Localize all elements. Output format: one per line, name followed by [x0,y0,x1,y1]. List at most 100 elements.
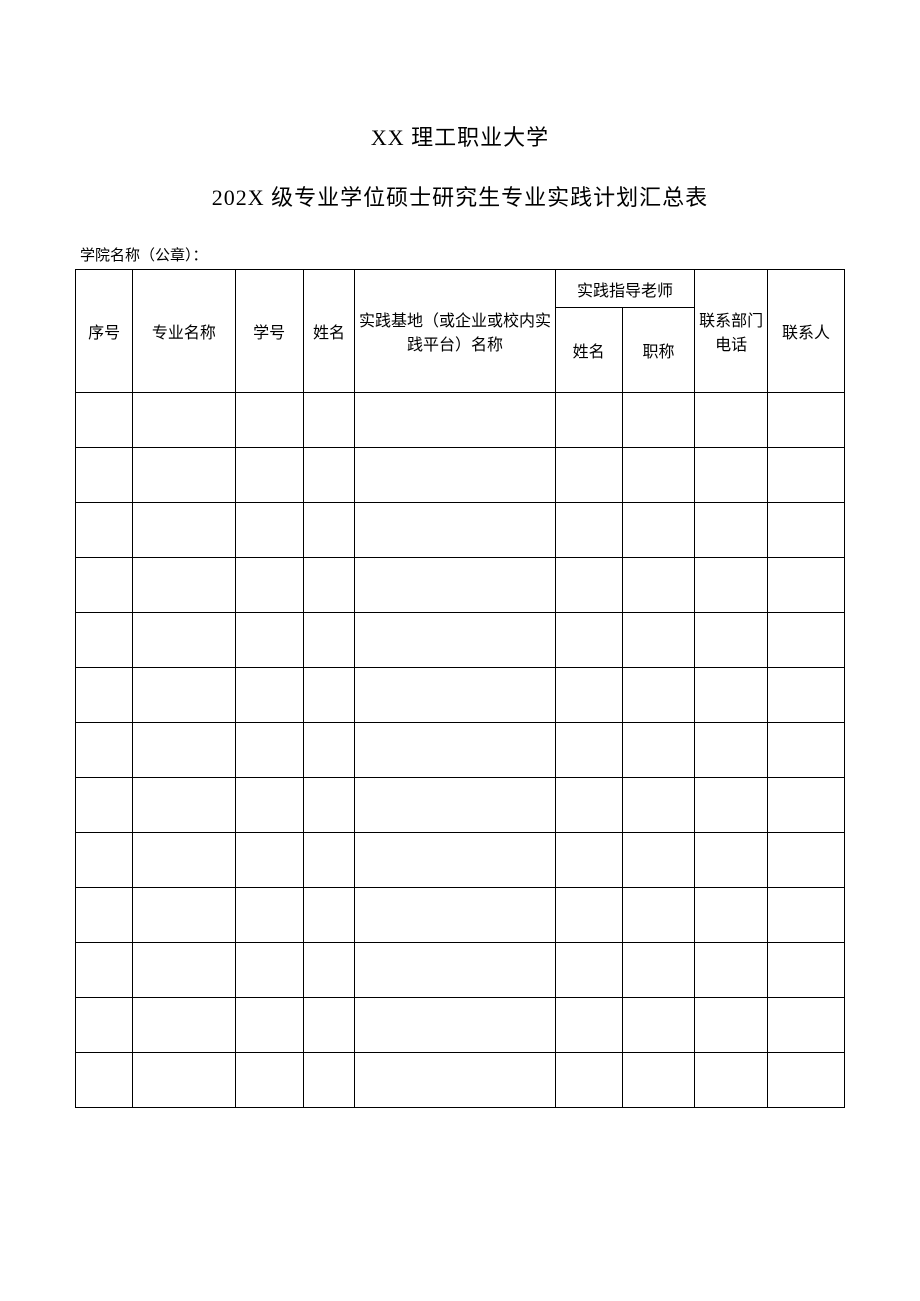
title-line-2: 202X 级专业学位硕士研究生专业实践计划汇总表 [75,180,845,212]
cell-name [303,1053,355,1108]
cell-phone [695,668,768,723]
cell-phone [695,998,768,1053]
cell-major [133,943,235,998]
cell-seq [76,723,133,778]
cell-phone [695,888,768,943]
cell-base [355,613,555,668]
cell-seq [76,998,133,1053]
cell-tname [555,888,622,943]
cell-base [355,1053,555,1108]
cell-sid [235,503,303,558]
cell-sid [235,943,303,998]
cell-name [303,503,355,558]
cell-contact [767,943,844,998]
cell-sid [235,833,303,888]
cell-contact [767,723,844,778]
cell-ttitle [622,723,695,778]
cell-ttitle [622,668,695,723]
cell-tname [555,943,622,998]
cell-seq [76,943,133,998]
cell-name [303,668,355,723]
cell-name [303,998,355,1053]
cell-base [355,503,555,558]
header-seq: 序号 [76,270,133,393]
cell-tname [555,503,622,558]
cell-base [355,558,555,613]
cell-base [355,998,555,1053]
cell-sid [235,998,303,1053]
cell-tname [555,393,622,448]
cell-contact [767,503,844,558]
cell-phone [695,558,768,613]
cell-name [303,723,355,778]
cell-ttitle [622,778,695,833]
table-row [76,778,845,833]
cell-seq [76,778,133,833]
cell-base [355,888,555,943]
institution-label: 学院名称（公章）： [75,244,845,265]
cell-ttitle [622,943,695,998]
table-row [76,888,845,943]
cell-tname [555,778,622,833]
cell-base [355,943,555,998]
cell-sid [235,668,303,723]
cell-sid [235,1053,303,1108]
table-row [76,723,845,778]
cell-sid [235,778,303,833]
header-teacher-title: 职称 [622,308,695,393]
table-row [76,943,845,998]
cell-ttitle [622,613,695,668]
cell-ttitle [622,558,695,613]
cell-sid [235,448,303,503]
header-teacher-group: 实践指导老师 [555,270,695,308]
table-row [76,393,845,448]
cell-contact [767,1053,844,1108]
cell-phone [695,778,768,833]
cell-contact [767,448,844,503]
cell-name [303,778,355,833]
cell-contact [767,613,844,668]
cell-contact [767,558,844,613]
cell-contact [767,833,844,888]
cell-ttitle [622,888,695,943]
header-base: 实践基地（或企业或校内实践平台）名称 [355,270,555,393]
cell-name [303,393,355,448]
cell-name [303,613,355,668]
cell-major [133,668,235,723]
cell-seq [76,393,133,448]
cell-tname [555,833,622,888]
cell-ttitle [622,503,695,558]
document-page: XX 理工职业大学 202X 级专业学位硕士研究生专业实践计划汇总表 学院名称（… [0,0,920,1108]
cell-tname [555,558,622,613]
cell-name [303,448,355,503]
cell-name [303,888,355,943]
cell-ttitle [622,448,695,503]
cell-major [133,503,235,558]
cell-seq [76,558,133,613]
table-row [76,833,845,888]
table-row [76,668,845,723]
cell-ttitle [622,998,695,1053]
header-contact: 联系人 [767,270,844,393]
cell-sid [235,723,303,778]
cell-major [133,613,235,668]
cell-ttitle [622,393,695,448]
cell-phone [695,503,768,558]
cell-tname [555,668,622,723]
cell-seq [76,613,133,668]
cell-phone [695,723,768,778]
cell-contact [767,998,844,1053]
table-row [76,613,845,668]
header-phone: 联系部门电话 [695,270,768,393]
cell-contact [767,778,844,833]
cell-tname [555,723,622,778]
cell-ttitle [622,1053,695,1108]
table-row [76,503,845,558]
cell-base [355,393,555,448]
cell-phone [695,613,768,668]
cell-base [355,448,555,503]
cell-seq [76,1053,133,1108]
cell-name [303,558,355,613]
title-line-1: XX 理工职业大学 [75,120,845,152]
cell-sid [235,393,303,448]
